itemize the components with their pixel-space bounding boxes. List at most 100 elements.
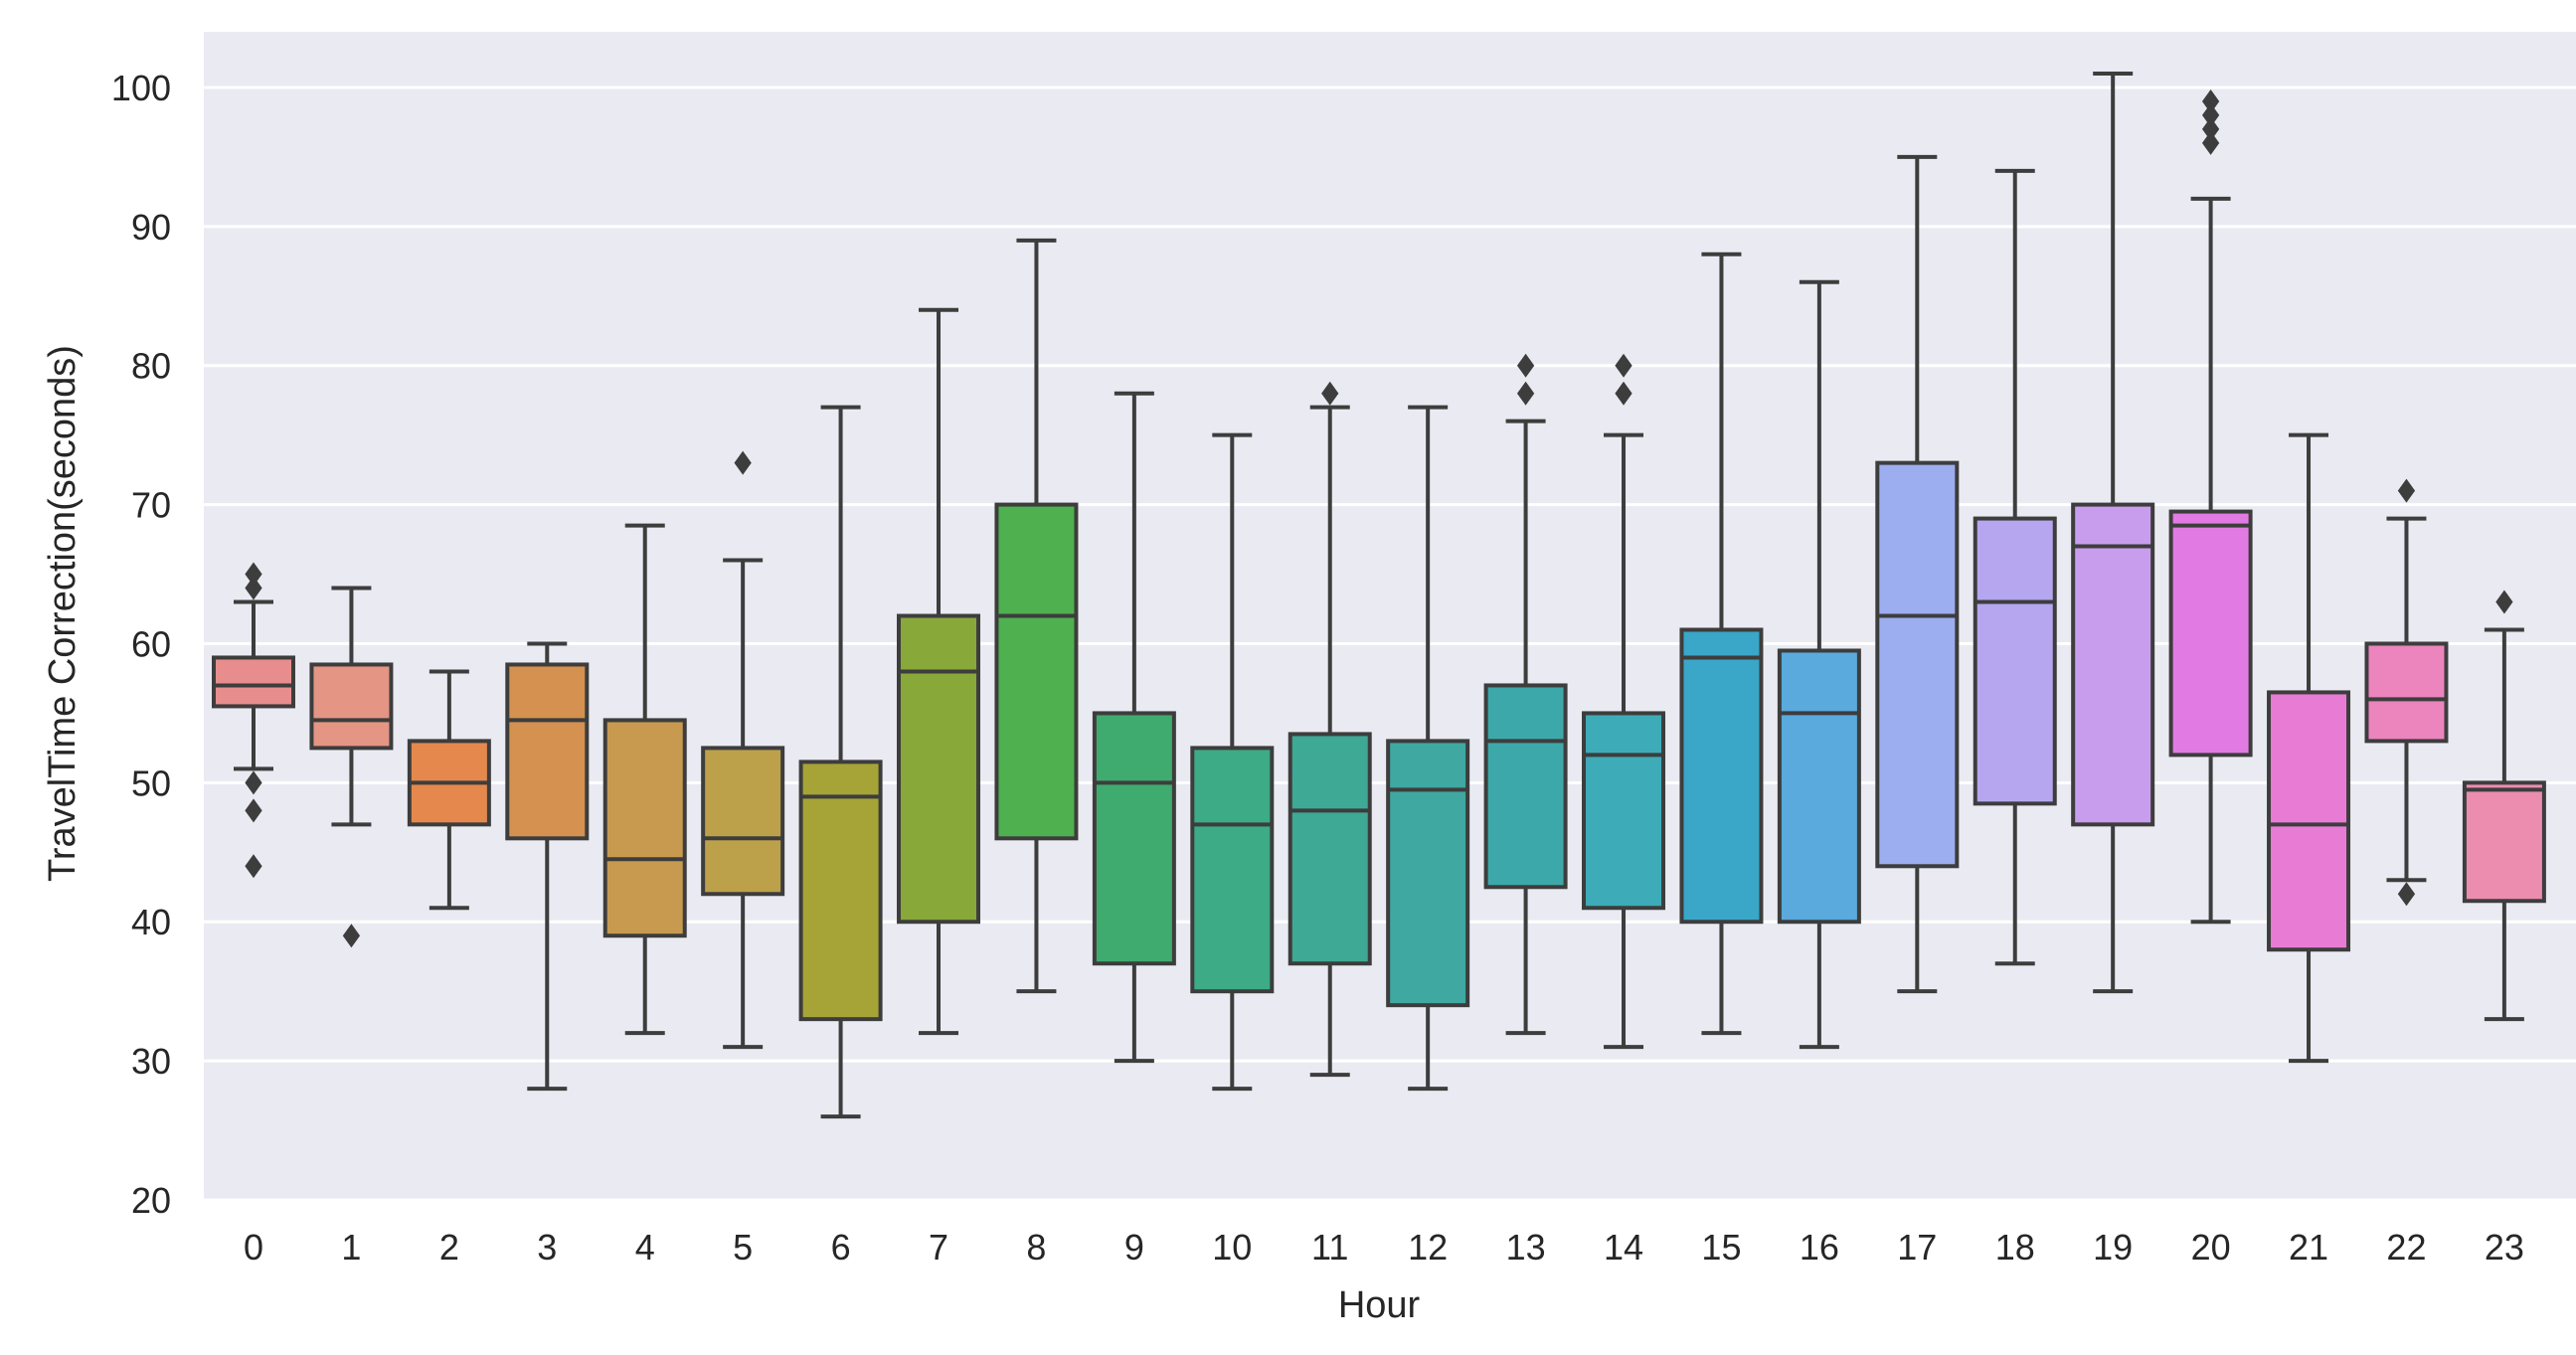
- y-tick-label-90: 90: [131, 207, 171, 248]
- box-hour-19: [2071, 71, 2155, 994]
- x-tick-label-19: 19: [2093, 1227, 2133, 1268]
- outlier-point: [1615, 353, 1632, 378]
- outlier-point: [2397, 882, 2416, 907]
- iqr-box: [2071, 502, 2155, 827]
- x-tick-label-14: 14: [1604, 1227, 1643, 1268]
- x-tick-label-1: 1: [341, 1227, 361, 1268]
- x-axis-label: Hour: [1338, 1284, 1421, 1326]
- x-tick-label-5: 5: [733, 1227, 753, 1268]
- iqr-box: [1875, 460, 1960, 869]
- iqr-box: [1679, 627, 1764, 925]
- box-hour-16: [1777, 279, 1861, 1050]
- iqr-box: [798, 760, 883, 1022]
- box-hour-12: [1386, 405, 1470, 1092]
- outlier-point: [342, 924, 361, 948]
- x-tick-label-4: 4: [635, 1227, 655, 1268]
- iqr-box: [602, 718, 687, 938]
- iqr-box: [2462, 780, 2546, 904]
- iqr-box: [2267, 690, 2351, 952]
- iqr-box: [2168, 509, 2253, 758]
- box-hour-13: [1483, 353, 1568, 1036]
- box-hour-14: [1582, 353, 1666, 1050]
- iqr-box: [1386, 739, 1470, 1008]
- box-hour-20: [2168, 88, 2253, 925]
- x-tick-label-22: 22: [2386, 1227, 2426, 1268]
- outlier-point: [2201, 116, 2220, 141]
- y-tick-label-60: 60: [131, 623, 171, 664]
- box-hour-15: [1679, 252, 1764, 1036]
- y-tick-label-30: 30: [131, 1041, 171, 1082]
- box-hour-7: [897, 307, 981, 1036]
- x-tick-label-11: 11: [1311, 1227, 1348, 1268]
- x-tick-label-9: 9: [1124, 1227, 1144, 1268]
- x-tick-label-6: 6: [831, 1227, 851, 1268]
- box-hour-1: [309, 586, 394, 948]
- box-hour-23: [2462, 590, 2546, 1022]
- box-hour-11: [1288, 381, 1372, 1078]
- x-tick-label-17: 17: [1897, 1227, 1937, 1268]
- box-hour-5: [701, 450, 785, 1050]
- x-tick-label-20: 20: [2191, 1227, 2231, 1268]
- boxes: [212, 71, 2546, 1119]
- box-hour-8: [994, 238, 1079, 994]
- outlier-point: [245, 854, 262, 879]
- outlier-point: [245, 770, 262, 795]
- y-tick-label-70: 70: [131, 485, 171, 526]
- outlier-point: [245, 576, 262, 600]
- box-hour-17: [1875, 154, 1960, 994]
- x-tick-label-7: 7: [929, 1227, 948, 1268]
- outlier-point: [2201, 130, 2220, 155]
- outlier-point: [1516, 381, 1535, 406]
- iqr-box: [1582, 711, 1666, 911]
- iqr-box: [897, 613, 981, 925]
- y-tick-label-80: 80: [131, 346, 171, 387]
- outlier-point: [2495, 590, 2513, 614]
- x-tick-label-21: 21: [2289, 1227, 2328, 1268]
- outlier-point: [734, 450, 752, 475]
- box-hour-0: [212, 562, 295, 879]
- y-axis-label: TravelTime Correction(seconds): [42, 345, 84, 882]
- box-hour-4: [602, 523, 687, 1036]
- iqr-box: [1190, 746, 1275, 994]
- box-hour-21: [2267, 432, 2351, 1064]
- outlier-point: [245, 798, 262, 823]
- box-hour-6: [798, 405, 883, 1119]
- x-tick-label-2: 2: [439, 1227, 459, 1268]
- y-tick-labels: 20 30 40 50 60 70 80 90 100: [111, 68, 171, 1221]
- x-tick-label-0: 0: [244, 1227, 263, 1268]
- x-tick-label-23: 23: [2485, 1227, 2524, 1268]
- box-hour-10: [1190, 432, 1275, 1092]
- y-tick-label-20: 20: [131, 1180, 171, 1221]
- x-tick-label-16: 16: [1800, 1227, 1839, 1268]
- x-tick-label-13: 13: [1506, 1227, 1546, 1268]
- iqr-box: [1973, 516, 2057, 806]
- outlier-point: [245, 562, 262, 587]
- outlier-point: [2201, 88, 2220, 113]
- box-hour-3: [505, 641, 590, 1092]
- iqr-box: [994, 502, 1079, 841]
- iqr-box: [1288, 732, 1372, 966]
- x-tick-label-3: 3: [537, 1227, 557, 1268]
- iqr-box: [1777, 648, 1861, 925]
- box-hour-22: [2364, 478, 2449, 907]
- x-tick-label-10: 10: [1212, 1227, 1252, 1268]
- iqr-box: [309, 662, 394, 751]
- iqr-box: [212, 655, 295, 709]
- x-tick-labels: 0 1 2 3 4 5 6 7 8 9 10 11 12 13 14 15 16 17 18 19 20 21 22 23: [244, 1227, 2524, 1268]
- outlier-point: [1615, 381, 1632, 406]
- iqr-box: [505, 662, 590, 841]
- box-hour-9: [1092, 391, 1176, 1064]
- outlier-point: [1516, 353, 1535, 378]
- y-tick-label-100: 100: [111, 68, 171, 108]
- iqr-box: [2364, 641, 2449, 744]
- outlier-point: [2201, 102, 2220, 127]
- x-tick-label-12: 12: [1408, 1227, 1448, 1268]
- y-tick-label-40: 40: [131, 902, 171, 942]
- outlier-point: [1321, 381, 1339, 406]
- x-tick-label-15: 15: [1701, 1227, 1741, 1268]
- x-tick-label-8: 8: [1026, 1227, 1046, 1268]
- outlier-point: [2397, 478, 2416, 503]
- box-hour-2: [407, 669, 491, 911]
